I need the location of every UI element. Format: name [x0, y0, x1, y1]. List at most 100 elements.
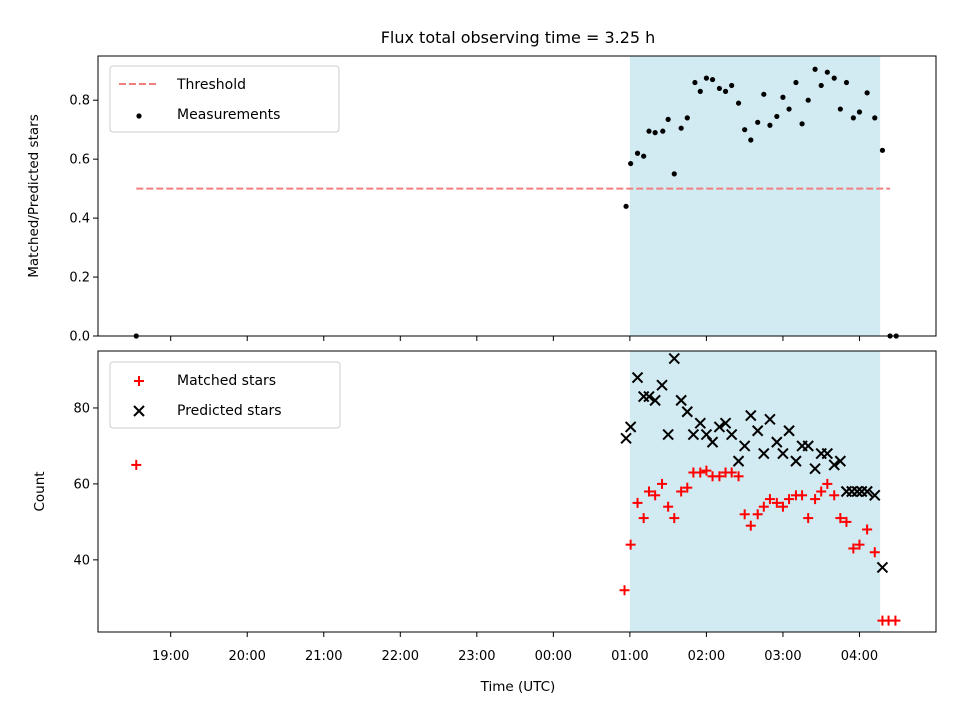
bottom-xlabel: Time (UTC) [480, 679, 556, 695]
bottom-xtick-label: 22:00 [382, 649, 419, 664]
matched-point [695, 467, 706, 478]
matched-point [625, 539, 636, 550]
matched-points [131, 459, 901, 626]
matched-point [810, 494, 821, 505]
matched-point [764, 494, 775, 505]
measurement-point [780, 94, 786, 100]
top-ytick-label: 0.6 [69, 153, 90, 168]
matched-point [758, 501, 769, 512]
legend-matched-marker [134, 376, 144, 386]
matched-point [803, 513, 814, 524]
predicted-point [725, 428, 738, 441]
matched-point [657, 478, 668, 489]
predicted-point [745, 409, 757, 422]
predicted-point [643, 390, 655, 403]
matched-point [131, 459, 142, 470]
predicted-point [719, 417, 732, 429]
measurement-point [671, 171, 677, 177]
predicted-point [834, 455, 847, 467]
bottom-xtick-label: 20:00 [228, 649, 265, 664]
matched-point [745, 520, 756, 531]
measurement-point [665, 116, 671, 122]
top-ylabel: Matched/Predicted stars [26, 114, 42, 277]
measurement-point [634, 150, 641, 156]
measurement-point [678, 125, 684, 131]
matched-point [726, 467, 737, 478]
matched-point [835, 513, 846, 524]
top-ytick-label: 0.4 [69, 212, 90, 227]
matched-point [890, 615, 901, 626]
matched-point [669, 513, 680, 524]
matched-point [771, 497, 782, 508]
matched-point [632, 497, 643, 508]
measurement-point [641, 153, 647, 159]
top-legend-box [109, 65, 340, 133]
top-ytick-label: 0.8 [69, 94, 90, 109]
predicted-point [861, 485, 873, 498]
bottom-legend: Matched stars Predicted stars [109, 361, 341, 429]
predicted-point [687, 428, 700, 441]
predicted-point [656, 379, 668, 391]
matched-point [619, 585, 630, 596]
predicted-point [681, 406, 693, 418]
measurement-point [761, 91, 767, 97]
predicted-point [783, 425, 795, 437]
measurement-point [755, 119, 761, 125]
predicted-point [662, 428, 674, 441]
predicted-point [764, 413, 776, 426]
matched-point [797, 490, 808, 501]
measurement-point [748, 137, 754, 143]
observing-span-top [629, 56, 881, 336]
matched-point [638, 513, 649, 524]
bottom-xtick-label: 03:00 [764, 649, 801, 664]
predicted-point [790, 455, 802, 467]
predicted-point [828, 459, 840, 471]
bottom-ytick-label: 40 [73, 553, 90, 568]
matched-point [663, 501, 674, 512]
measurement-point [864, 90, 870, 96]
measurement-point [856, 109, 863, 115]
measurement-point [837, 106, 843, 112]
measurement-point [684, 115, 690, 121]
matched-point [862, 524, 873, 535]
legend-matched-label: Matched stars [177, 373, 276, 389]
predicted-point [869, 489, 881, 502]
predicted-point [700, 428, 713, 441]
measurement-point [729, 82, 735, 89]
matched-point [676, 486, 687, 497]
predicted-point [624, 421, 637, 433]
matched-point [752, 509, 763, 520]
measurement-point [692, 79, 698, 86]
measurement-point [697, 88, 703, 94]
matched-point [650, 490, 661, 501]
predicted-point [668, 352, 680, 365]
measurement-point [774, 113, 780, 120]
figure-title: Flux total observing time = 3.25 h [381, 28, 656, 47]
bottom-xtick-label: 19:00 [152, 649, 189, 664]
legend-predicted-marker [133, 405, 145, 417]
predicted-point [675, 394, 687, 407]
measurement-point [628, 160, 634, 167]
bottom-xtick-label: 04:00 [841, 649, 878, 664]
measurement-point [623, 203, 629, 209]
legend-measurements-label: Measurements [177, 107, 280, 123]
measurement-point [722, 88, 729, 94]
predicted-point [777, 447, 789, 460]
bottom-xtick-label: 01:00 [611, 649, 648, 664]
predicted-point [620, 432, 632, 445]
matched-point [714, 471, 725, 482]
measurement-point [805, 97, 811, 103]
legend-predicted-swatch [133, 405, 145, 417]
legend-measurements-swatch [136, 113, 142, 119]
matched-point [784, 494, 795, 505]
measurement-point [824, 69, 830, 75]
legend-threshold-label: Threshold [176, 77, 246, 93]
measurement-points [133, 66, 899, 339]
top-yticks: 0.0 0.2 0.4 0.6 0.8 [69, 94, 98, 345]
measurement-point [660, 128, 666, 134]
matched-point [701, 465, 712, 476]
legend-predicted-label: Predicted stars [177, 403, 282, 419]
bottom-axes-frame [97, 350, 937, 633]
bottom-legend-box [109, 361, 341, 429]
measurement-point [831, 75, 837, 81]
